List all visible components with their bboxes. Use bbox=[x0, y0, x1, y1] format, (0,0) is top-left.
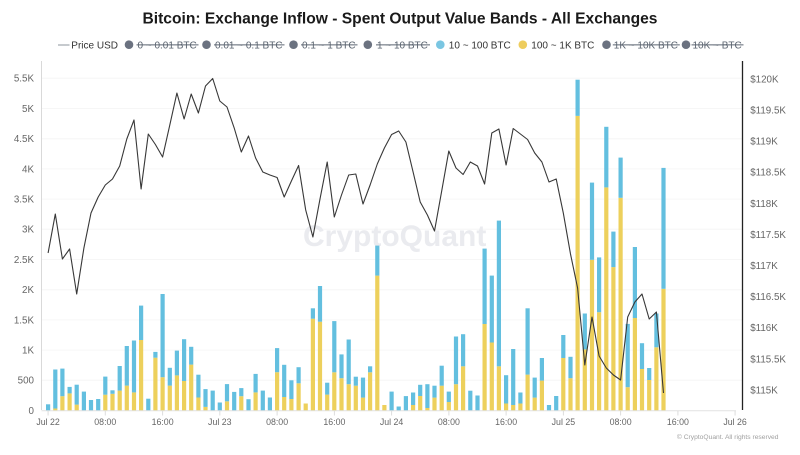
svg-text:$116.5K: $116.5K bbox=[750, 292, 786, 303]
svg-text:$119K: $119K bbox=[750, 137, 778, 148]
svg-text:1K: 1K bbox=[22, 346, 34, 357]
svg-text:2K: 2K bbox=[22, 285, 34, 296]
svg-text:$120K: $120K bbox=[750, 74, 779, 85]
svg-text:0.1 ~ 1 BTC: 0.1 ~ 1 BTC bbox=[302, 40, 356, 51]
svg-text:4K: 4K bbox=[22, 164, 34, 175]
svg-text:10 ~ 100 BTC: 10 ~ 100 BTC bbox=[449, 40, 511, 51]
svg-text:16:00: 16:00 bbox=[495, 417, 517, 427]
svg-text:CryptoQuant: CryptoQuant bbox=[303, 220, 486, 253]
svg-text:© CryptoQuant. All rights rese: © CryptoQuant. All rights reserved bbox=[677, 433, 779, 441]
svg-text:08:00: 08:00 bbox=[438, 417, 460, 427]
svg-text:$117K: $117K bbox=[750, 261, 778, 272]
svg-text:1 ~ 10 BTC: 1 ~ 10 BTC bbox=[377, 40, 428, 51]
svg-text:3.5K: 3.5K bbox=[14, 195, 35, 206]
svg-text:Bitcoin: Exchange Inflow - Spe: Bitcoin: Exchange Inflow - Spent Output … bbox=[143, 11, 658, 28]
svg-text:1K ~ 10K BTC: 1K ~ 10K BTC bbox=[614, 40, 678, 51]
svg-text:$115K: $115K bbox=[750, 385, 778, 396]
svg-text:$118K: $118K bbox=[750, 199, 778, 210]
svg-text:0: 0 bbox=[29, 406, 35, 417]
svg-text:$119.5K: $119.5K bbox=[750, 106, 786, 117]
svg-text:0.01 ~ 0.1 BTC: 0.01 ~ 0.1 BTC bbox=[215, 40, 283, 51]
svg-text:Jul 24: Jul 24 bbox=[380, 417, 404, 427]
svg-text:$115.5K: $115.5K bbox=[750, 354, 786, 365]
svg-text:100 ~ 1K BTC: 100 ~ 1K BTC bbox=[531, 40, 594, 51]
svg-text:16:00: 16:00 bbox=[323, 417, 345, 427]
svg-text:08:00: 08:00 bbox=[266, 417, 288, 427]
svg-text:4.5K: 4.5K bbox=[14, 134, 35, 145]
svg-text:5.5K: 5.5K bbox=[14, 74, 35, 85]
svg-text:2.5K: 2.5K bbox=[14, 255, 35, 266]
svg-text:Jul 25: Jul 25 bbox=[552, 417, 576, 427]
svg-text:Price USD: Price USD bbox=[71, 40, 118, 51]
svg-text:Jul 23: Jul 23 bbox=[208, 417, 232, 427]
svg-text:08:00: 08:00 bbox=[94, 417, 116, 427]
svg-text:0 ~ 0.01 BTC: 0 ~ 0.01 BTC bbox=[138, 40, 197, 51]
svg-text:Jul 26: Jul 26 bbox=[723, 417, 747, 427]
svg-text:5K: 5K bbox=[22, 104, 34, 115]
svg-text:08:00: 08:00 bbox=[610, 417, 632, 427]
svg-text:Jul 22: Jul 22 bbox=[36, 417, 60, 427]
svg-text:16:00: 16:00 bbox=[667, 417, 689, 427]
svg-text:500: 500 bbox=[18, 376, 35, 387]
svg-text:$116K: $116K bbox=[750, 323, 778, 334]
svg-text:$118.5K: $118.5K bbox=[750, 168, 786, 179]
svg-text:10K ~ BTC: 10K ~ BTC bbox=[693, 40, 742, 51]
svg-text:16:00: 16:00 bbox=[152, 417, 174, 427]
svg-text:3K: 3K bbox=[22, 225, 34, 236]
svg-text:1.5K: 1.5K bbox=[14, 315, 35, 326]
svg-text:$117.5K: $117.5K bbox=[750, 230, 786, 241]
